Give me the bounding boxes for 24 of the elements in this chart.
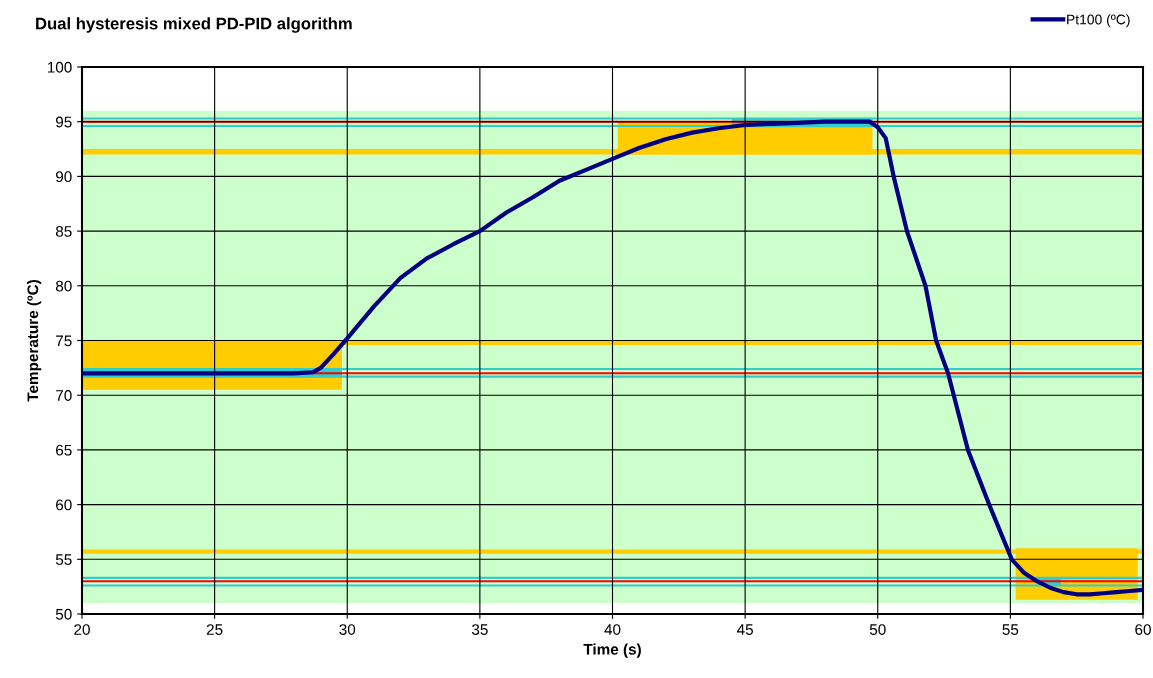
- y-tick-label: 80: [55, 280, 72, 292]
- x-tick-label: 40: [604, 624, 621, 635]
- y-tick-label: 50: [55, 608, 72, 620]
- x-tick-label: 45: [736, 624, 753, 635]
- chart-title: Dual hysteresis mixed PD-PID algorithm: [36, 17, 352, 33]
- x-tick-label: 35: [471, 624, 488, 635]
- y-tick-label: 85: [55, 225, 72, 237]
- x-tick-label: 30: [339, 624, 356, 635]
- y-tick-label: 70: [56, 390, 72, 401]
- y-tick-label: 60: [56, 499, 72, 511]
- y-tick-label: 95: [56, 116, 72, 128]
- y-axis-title: Temperature (ºC): [26, 280, 42, 402]
- legend-label: Pt100 (ºC): [1067, 14, 1130, 28]
- x-tick-label: 25: [206, 624, 223, 635]
- x-tick-label: 60: [1135, 624, 1151, 635]
- x-tick-label: 20: [74, 624, 90, 635]
- x-axis-title: Time (s): [583, 643, 641, 658]
- x-tick-label: 50: [869, 624, 886, 635]
- y-tick-label: 65: [56, 444, 72, 456]
- y-tick-label: 55: [55, 554, 72, 565]
- y-tick-label: 75: [56, 335, 72, 347]
- y-tick-label: 90: [56, 171, 72, 183]
- x-tick-label: 55: [1002, 624, 1019, 635]
- y-tick-label: 100: [47, 61, 72, 73]
